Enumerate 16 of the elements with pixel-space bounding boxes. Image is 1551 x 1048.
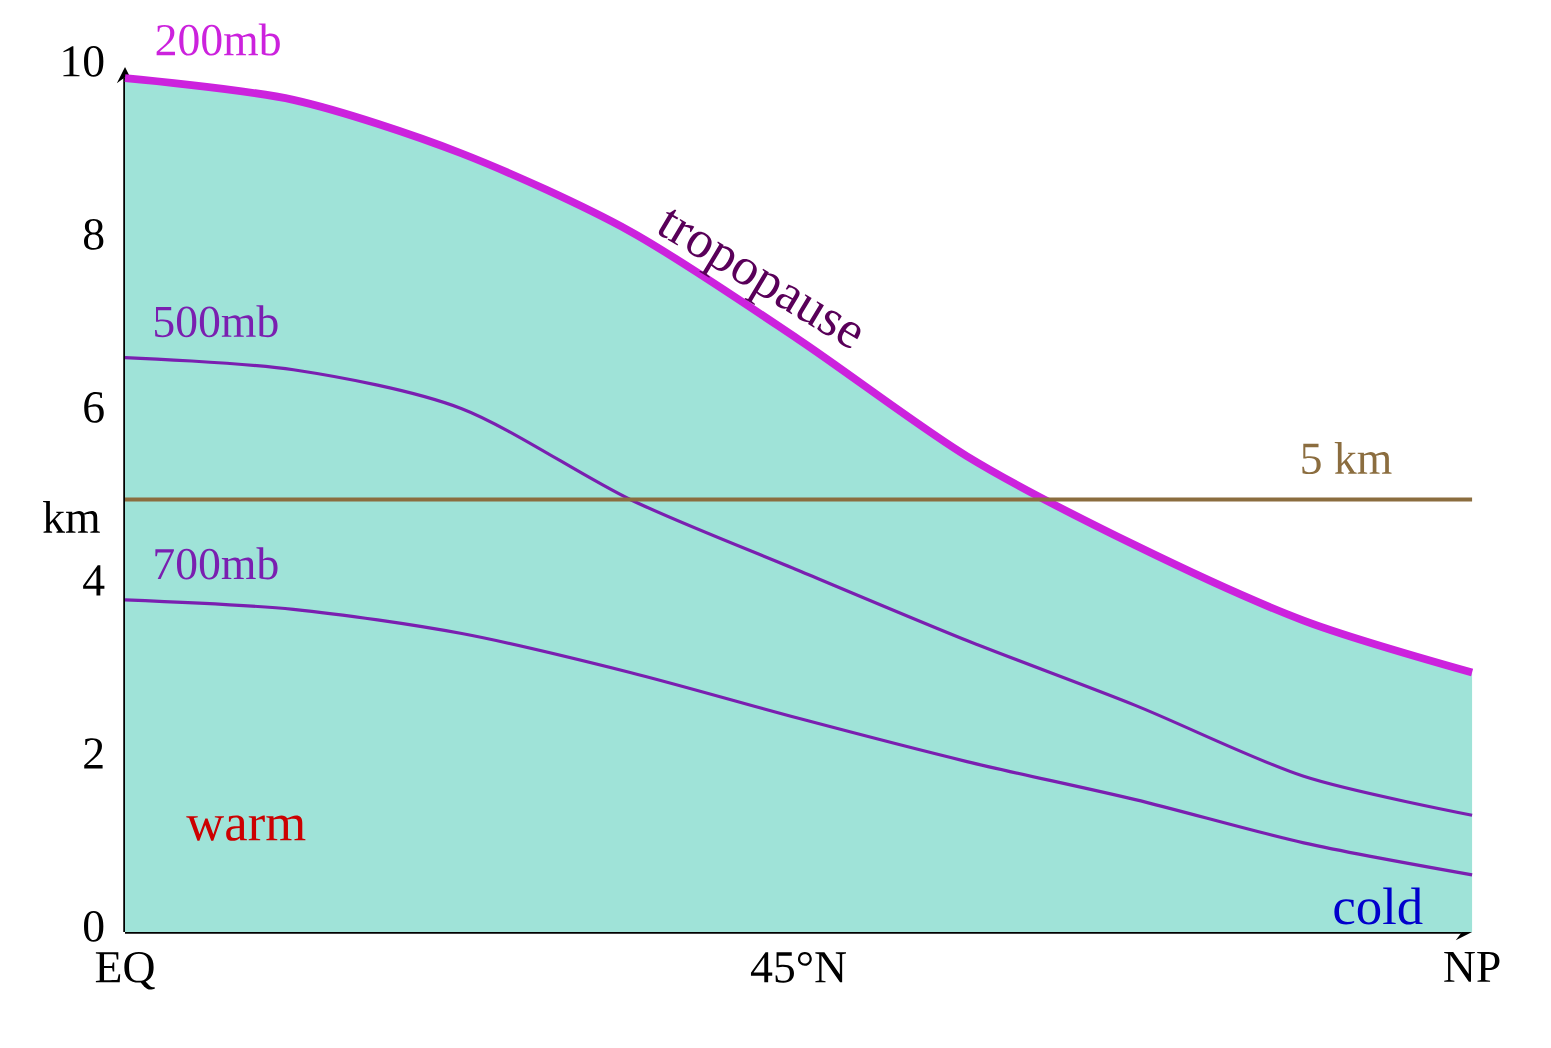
x-tick-label: 45°N [750, 951, 846, 983]
x-tick-label: EQ [95, 951, 155, 990]
y-tick-label: 10 [63, 45, 104, 77]
y-tick-label: 0 [84, 910, 104, 942]
y-tick-label: 4 [83, 565, 105, 596]
series-label: 200mb [156, 23, 280, 56]
series-label: 500mb [155, 305, 278, 338]
annotation: warm [186, 815, 306, 841]
y-axis-title: km [43, 500, 100, 533]
y-tick-label: 2 [84, 738, 103, 769]
series-label: 700mb [155, 547, 278, 580]
annotation: cold [1334, 887, 1423, 925]
y-tick-label: 6 [84, 392, 104, 423]
y-tick-label: 8 [84, 218, 104, 250]
x-tick-label: NP [1444, 951, 1500, 982]
ref-line-label: 5 km [1302, 441, 1392, 475]
